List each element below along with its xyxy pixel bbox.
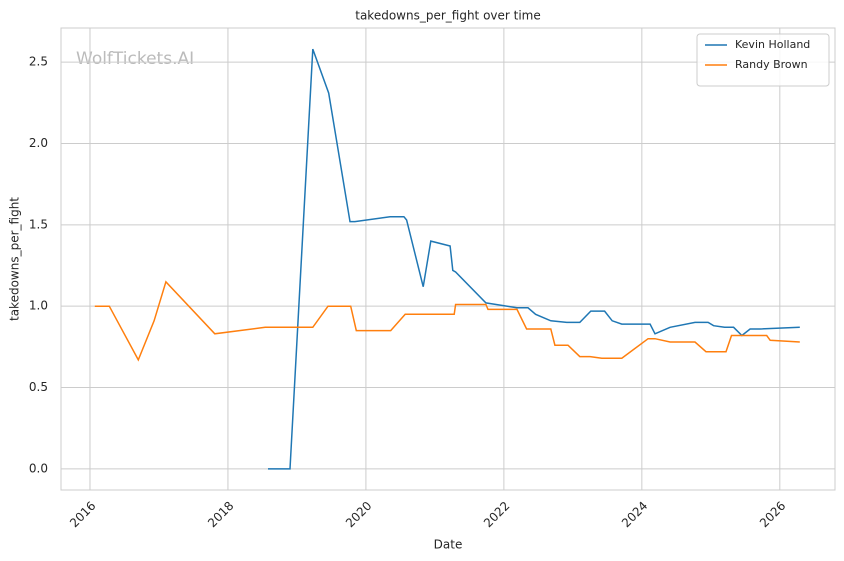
legend-box: [696, 33, 830, 87]
x-tick-label: 2026: [757, 499, 788, 530]
x-tick-label: 2020: [343, 499, 374, 530]
x-axis-label: Date: [434, 538, 463, 552]
legend-label: Kevin Holland: [735, 38, 810, 51]
watermark: WolfTickets.AI: [76, 49, 194, 69]
plot-frame: [60, 27, 836, 491]
x-tick-label: 2022: [481, 499, 512, 530]
legend-label: Randy Brown: [735, 58, 808, 71]
y-tick-label: 2.5: [29, 55, 48, 69]
y-tick-label: 0.0: [29, 461, 48, 475]
x-tick-label: 2018: [205, 499, 236, 530]
x-tick-label: 2024: [619, 499, 650, 530]
chart-title: takedowns_per_fight over time: [355, 9, 541, 23]
data-line: [268, 48, 800, 470]
y-axis-label: takedowns_per_fight: [8, 197, 22, 321]
y-tick-label: 1.5: [29, 217, 48, 231]
y-tick-label: 2.0: [29, 136, 48, 150]
x-tick-label: 2016: [67, 499, 98, 530]
y-tick-label: 0.5: [29, 380, 48, 394]
legend: Kevin Holland Randy Brown: [696, 33, 830, 87]
y-tick-label: 1.0: [29, 299, 48, 313]
data-line: [94, 280, 800, 362]
